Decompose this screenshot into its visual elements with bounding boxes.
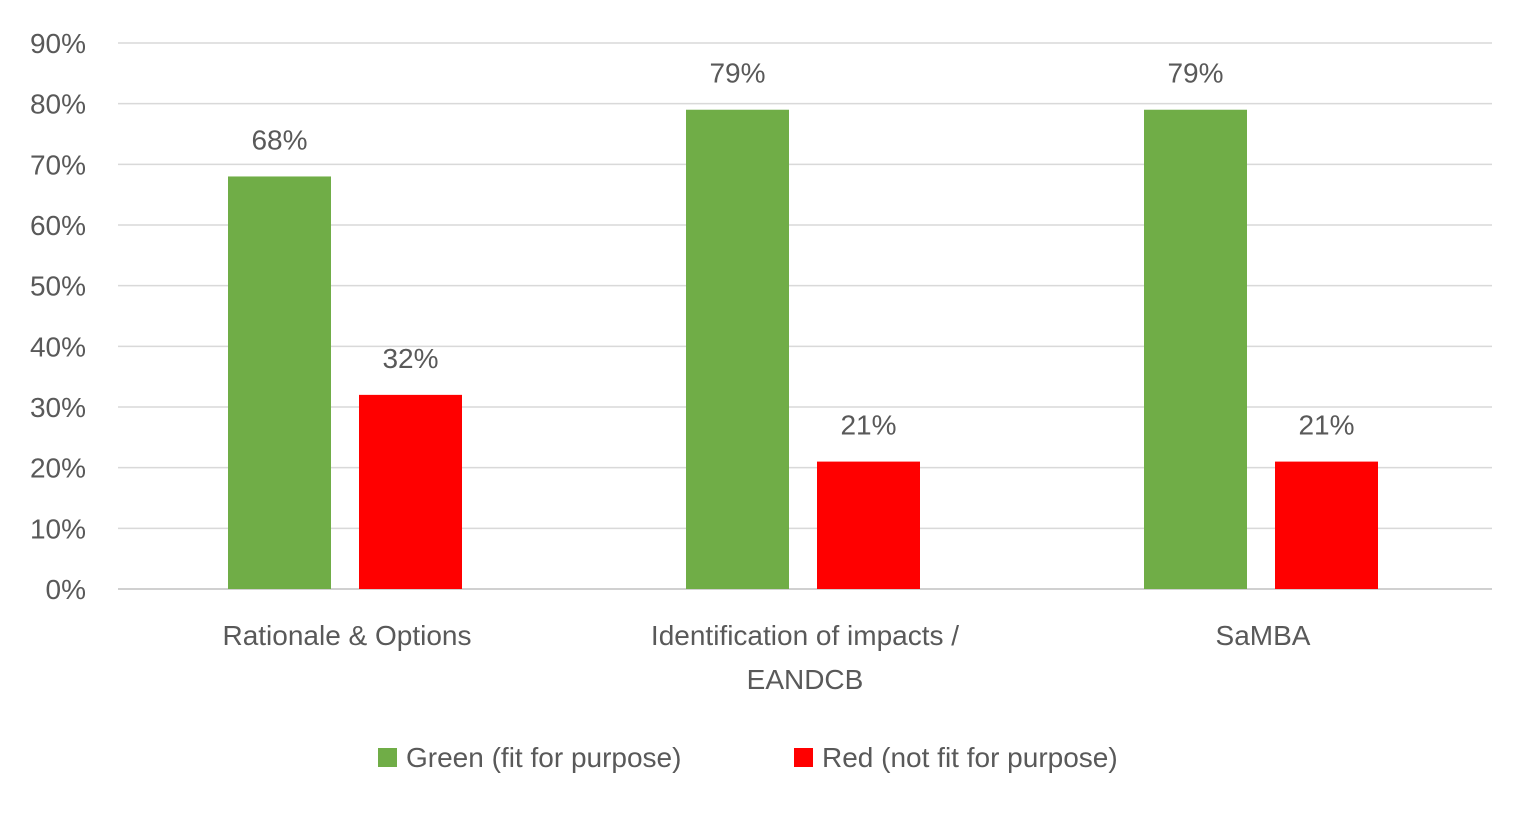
data-label: 21% bbox=[1298, 410, 1354, 441]
bar-green bbox=[1144, 109, 1247, 589]
y-tick-label: 40% bbox=[30, 331, 86, 362]
y-tick-label: 10% bbox=[30, 513, 86, 544]
data-label: 79% bbox=[709, 58, 765, 89]
data-label: 21% bbox=[840, 410, 896, 441]
x-axis: Rationale & Options Identification of imp… bbox=[222, 620, 1310, 695]
bar-red bbox=[1275, 461, 1378, 589]
legend: Green (fit for purpose) Red (not fit for … bbox=[378, 742, 1118, 773]
bar-red bbox=[359, 394, 462, 589]
data-label: 79% bbox=[1167, 58, 1223, 89]
x-tick-label: Identification of impacts / EANDCB bbox=[651, 620, 959, 695]
y-tick-label: 60% bbox=[30, 210, 86, 241]
y-tick-label: 70% bbox=[30, 149, 86, 180]
y-axis: 0% 10% 20% 30% 40% 50% 60% 70% 80% 90% bbox=[30, 28, 86, 605]
y-tick-label: 0% bbox=[46, 574, 86, 605]
data-label: 68% bbox=[251, 124, 307, 155]
y-tick-label: 80% bbox=[30, 89, 86, 120]
legend-label: Red (not fit for purpose) bbox=[822, 742, 1118, 773]
x-tick-label: Rationale & Options bbox=[222, 620, 471, 651]
gridlines bbox=[118, 42, 1492, 590]
legend-label: Green (fit for purpose) bbox=[406, 742, 681, 773]
bar-green bbox=[228, 176, 331, 589]
legend-swatch-green bbox=[378, 748, 397, 767]
x-tick-label: SaMBA bbox=[1216, 620, 1311, 651]
data-label: 32% bbox=[382, 343, 438, 374]
legend-swatch-red bbox=[794, 748, 813, 767]
y-tick-label: 50% bbox=[30, 271, 86, 302]
y-tick-label: 20% bbox=[30, 453, 86, 484]
bar-green bbox=[686, 109, 789, 589]
y-tick-label: 90% bbox=[30, 28, 86, 59]
y-tick-label: 30% bbox=[30, 392, 86, 423]
bar-red bbox=[817, 461, 920, 589]
bars: 68% 32% 79% 21% 79% 21% bbox=[228, 58, 1378, 589]
